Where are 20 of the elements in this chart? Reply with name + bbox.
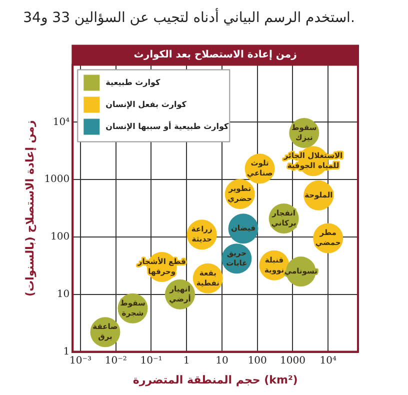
x-tick-label: 100 [248,355,267,366]
chart-title: استخدم الرسم البياني أدناه لتجيب عن السؤالين 33 و34. [23,8,355,26]
x-tick-label: 10⁻² [104,355,127,366]
y-axis-title: زمن إعادة الاستصلاح (بالسنوات) [23,120,36,296]
legend-label: كوارث طبيعية [106,78,161,87]
x-tick-label: 10⁻³ [69,355,92,366]
x-tick-label: 10 [216,355,228,366]
y-tick-label: 10 [56,288,70,300]
legend-label: كوارث بفعل الإنسان [106,100,187,109]
y-tick-label: 100 [50,232,70,243]
x-tick-label: 10⁻¹ [140,355,162,366]
x-axis-title: حجم المنطقة المتضررة (km²) [132,373,298,386]
y-tick-label: 1000 [44,174,70,186]
x-tick-label: 1000 [280,355,306,366]
legend-label: كوارث طبيعية أو سببها الإنسان [106,120,229,131]
x-tick-label: 10⁴ [320,355,336,366]
y-tick-label: 1 [63,346,70,358]
chart-subtitle: زمن إعادة الاستصلاح بعد الكوارث [134,49,298,60]
x-tick-label: 1 [183,355,190,366]
y-tick-label: 10⁴ [52,116,70,128]
